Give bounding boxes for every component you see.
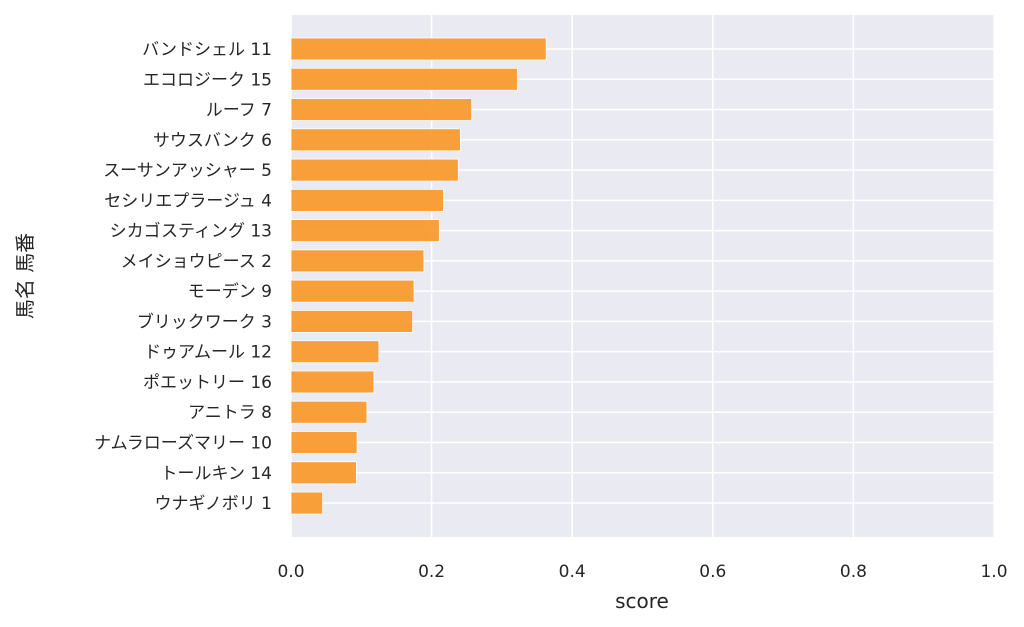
y-tick-label: スーサンアッシャー 5: [103, 161, 272, 181]
x-axis-label: score: [615, 589, 669, 613]
bar: [290, 219, 440, 243]
x-tick-label: 1.0: [980, 562, 1007, 582]
y-tick-label: ポエットリー 16: [143, 373, 272, 393]
bar: [290, 461, 357, 485]
bar: [290, 98, 473, 121]
y-tick-label: シカゴスティング 13: [110, 221, 272, 242]
bar: [290, 67, 518, 91]
plot-background: [291, 15, 994, 537]
y-tick-label: トールキン 14: [160, 464, 272, 484]
bar: [290, 310, 414, 333]
y-tick-label: エコロジーク 15: [143, 70, 272, 90]
bar: [290, 370, 375, 394]
bar: [290, 400, 368, 424]
y-tick-label: セシリエプラージュ 4: [104, 191, 272, 211]
y-tick-label: バンドシェル 11: [142, 40, 272, 60]
y-tick-label: モーデン 9: [188, 281, 272, 302]
bar: [290, 249, 425, 273]
y-axis-label: 馬名 馬番: [13, 233, 37, 319]
bar: [290, 340, 380, 364]
y-tick-label: ルーフ 7: [206, 101, 272, 121]
y-tick-label: ドゥアムール 12: [144, 343, 272, 363]
bar: [290, 158, 459, 182]
y-tick-label: メイショウピース 2: [121, 252, 272, 272]
bar: [290, 431, 358, 454]
bar: [290, 279, 415, 303]
x-tick-label: 0.2: [418, 562, 445, 582]
y-tick-label: ブリックワーク 3: [137, 311, 272, 332]
bar: [290, 491, 324, 515]
x-tick-label: 0.0: [277, 562, 304, 582]
y-tick-label: ウナギノボリ 1: [154, 494, 272, 514]
bar: [290, 128, 461, 152]
x-tick-label: 0.6: [699, 562, 726, 582]
y-tick-label: ナムラローズマリー 10: [94, 434, 272, 454]
bar: [290, 188, 444, 212]
y-tick-label: サウスバンク 6: [153, 131, 272, 151]
y-tick-label: アニトラ 8: [188, 403, 272, 423]
x-tick-label: 0.4: [559, 562, 586, 582]
x-tick-label: 0.8: [840, 562, 867, 582]
bar: [290, 37, 547, 61]
